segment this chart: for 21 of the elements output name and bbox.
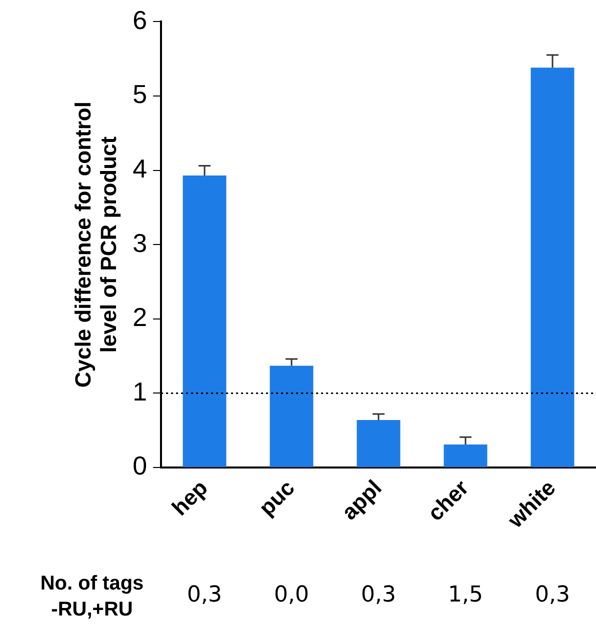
y-tick-label: 0 xyxy=(132,450,148,481)
bar xyxy=(356,420,400,468)
y-axis-title: Cycle difference for control level of PCR product xyxy=(70,102,122,388)
x-tick-label: hep xyxy=(167,475,212,520)
y-tick-label: 4 xyxy=(132,153,148,184)
text: No. of tags -RU,+RU xyxy=(40,572,144,621)
text: 0,3 xyxy=(535,582,570,608)
y-tick-label: 1 xyxy=(132,376,148,406)
text: 1,5 xyxy=(448,582,484,608)
bar xyxy=(270,366,314,468)
y-tick-label: 6 xyxy=(132,4,148,35)
text: 0,3 xyxy=(187,582,222,608)
y-tick-label: 3 xyxy=(132,228,148,258)
bar xyxy=(444,444,488,468)
text: 0,3 xyxy=(361,582,396,608)
text: 0,0 xyxy=(274,582,310,608)
bar xyxy=(530,68,574,468)
y-tick-label: 5 xyxy=(132,79,148,110)
bar xyxy=(182,175,226,468)
x-tick-label: puc xyxy=(254,475,300,520)
y-tick-label: 2 xyxy=(132,302,148,332)
